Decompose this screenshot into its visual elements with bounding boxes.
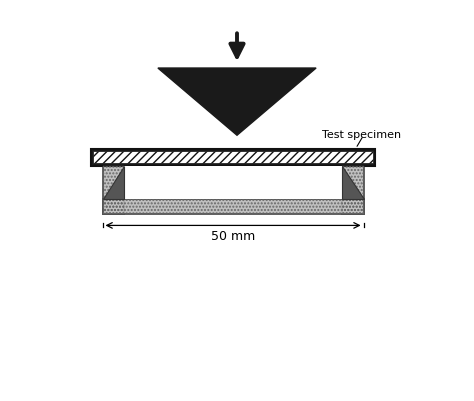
Bar — [342, 166, 364, 215]
Polygon shape — [342, 166, 364, 199]
Bar — [91, 149, 375, 166]
Bar — [102, 166, 124, 215]
Polygon shape — [158, 68, 316, 135]
Bar — [124, 166, 342, 199]
Bar — [93, 152, 373, 163]
Polygon shape — [102, 166, 124, 199]
Text: 50 mm: 50 mm — [211, 230, 255, 243]
Bar — [102, 199, 364, 215]
Bar — [102, 166, 124, 215]
Bar — [102, 199, 364, 215]
Text: Test specimen: Test specimen — [322, 130, 401, 140]
Bar — [342, 166, 364, 215]
